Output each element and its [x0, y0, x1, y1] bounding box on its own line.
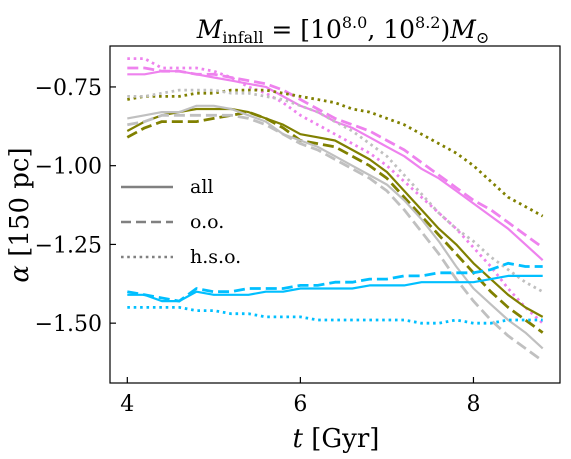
series-layer — [126, 57, 544, 363]
chart-title: Minfall = [108.0, 108.2)M⊙ — [196, 13, 490, 47]
legend-label-all: all — [190, 176, 213, 198]
series-line-silver-solid — [127, 104, 544, 350]
y-tick-label: −1.25 — [35, 233, 102, 258]
tick-layer: 4 6 8 −0.75 −1.00 −1.25 −1.50 — [35, 76, 481, 417]
x-tick-label: 6 — [293, 392, 307, 417]
plot-frame — [109, 45, 561, 384]
series-line-violet-dotted — [127, 57, 544, 325]
x-axis-label: t [Gyr] — [293, 424, 380, 454]
legend-label-hso: h.s.o. — [190, 246, 241, 268]
y-tick-label: −1.50 — [35, 312, 102, 337]
series-line-skyblue-solid — [127, 274, 543, 303]
y-tick-label: −0.75 — [35, 76, 102, 101]
y-axis-label: α [150 pc] — [5, 147, 35, 282]
series-line-silver-dotted — [127, 88, 544, 293]
legend: all o.o. h.s.o. — [121, 176, 241, 268]
legend-label-oo: o.o. — [190, 211, 224, 233]
series-line-silver-dashed — [127, 113, 544, 363]
x-tick-label: 8 — [466, 392, 480, 417]
y-tick-label: −1.00 — [35, 155, 102, 180]
series-line-skyblue-dashed — [127, 261, 543, 303]
x-tick-label: 4 — [120, 392, 134, 417]
series-line-olive-solid — [126, 107, 544, 318]
